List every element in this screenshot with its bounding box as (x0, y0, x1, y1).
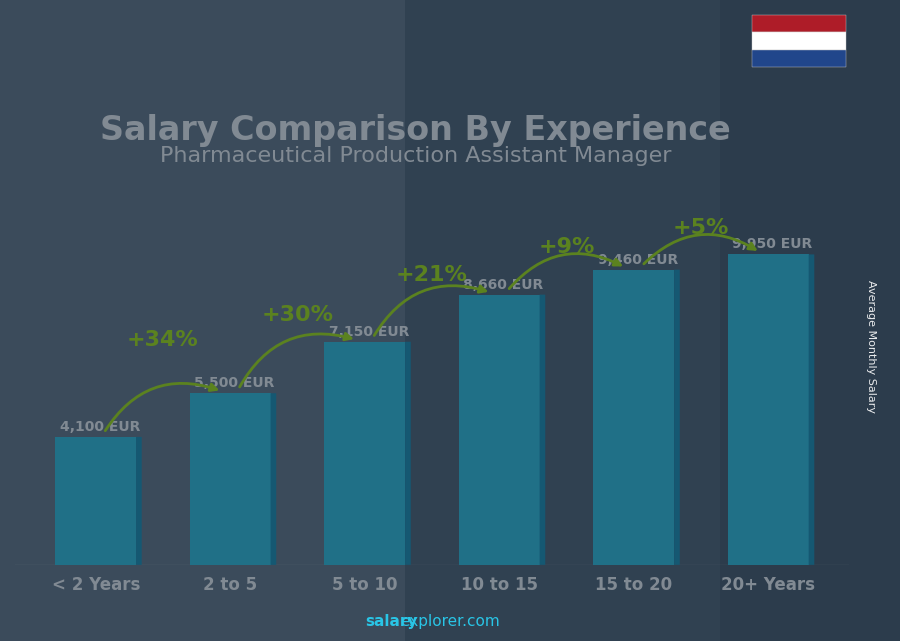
Polygon shape (808, 254, 814, 565)
Polygon shape (540, 295, 545, 565)
FancyBboxPatch shape (56, 437, 136, 565)
Polygon shape (271, 393, 276, 565)
Text: 4,100 EUR: 4,100 EUR (59, 420, 140, 434)
Text: +21%: +21% (396, 265, 468, 285)
Polygon shape (674, 270, 680, 565)
Text: salary: salary (365, 615, 418, 629)
Text: Pharmaceutical Production Assistant Manager: Pharmaceutical Production Assistant Mana… (159, 146, 671, 165)
Text: +34%: +34% (127, 330, 199, 350)
FancyBboxPatch shape (459, 295, 540, 565)
FancyBboxPatch shape (728, 254, 808, 565)
Text: Average Monthly Salary: Average Monthly Salary (866, 279, 877, 413)
Text: +5%: +5% (673, 218, 729, 238)
Text: Salary Comparison By Experience: Salary Comparison By Experience (100, 114, 731, 147)
FancyBboxPatch shape (190, 393, 271, 565)
FancyBboxPatch shape (593, 270, 674, 565)
Text: 8,660 EUR: 8,660 EUR (464, 278, 544, 292)
Text: 9,950 EUR: 9,950 EUR (733, 237, 813, 251)
Text: explorer.com: explorer.com (400, 615, 500, 629)
Text: 7,150 EUR: 7,150 EUR (328, 324, 409, 338)
Text: +9%: +9% (538, 237, 595, 256)
Text: 5,500 EUR: 5,500 EUR (194, 376, 274, 390)
Polygon shape (136, 437, 141, 565)
Polygon shape (405, 342, 410, 565)
Text: 9,460 EUR: 9,460 EUR (598, 253, 678, 267)
Text: +30%: +30% (262, 305, 334, 325)
FancyBboxPatch shape (324, 342, 405, 565)
